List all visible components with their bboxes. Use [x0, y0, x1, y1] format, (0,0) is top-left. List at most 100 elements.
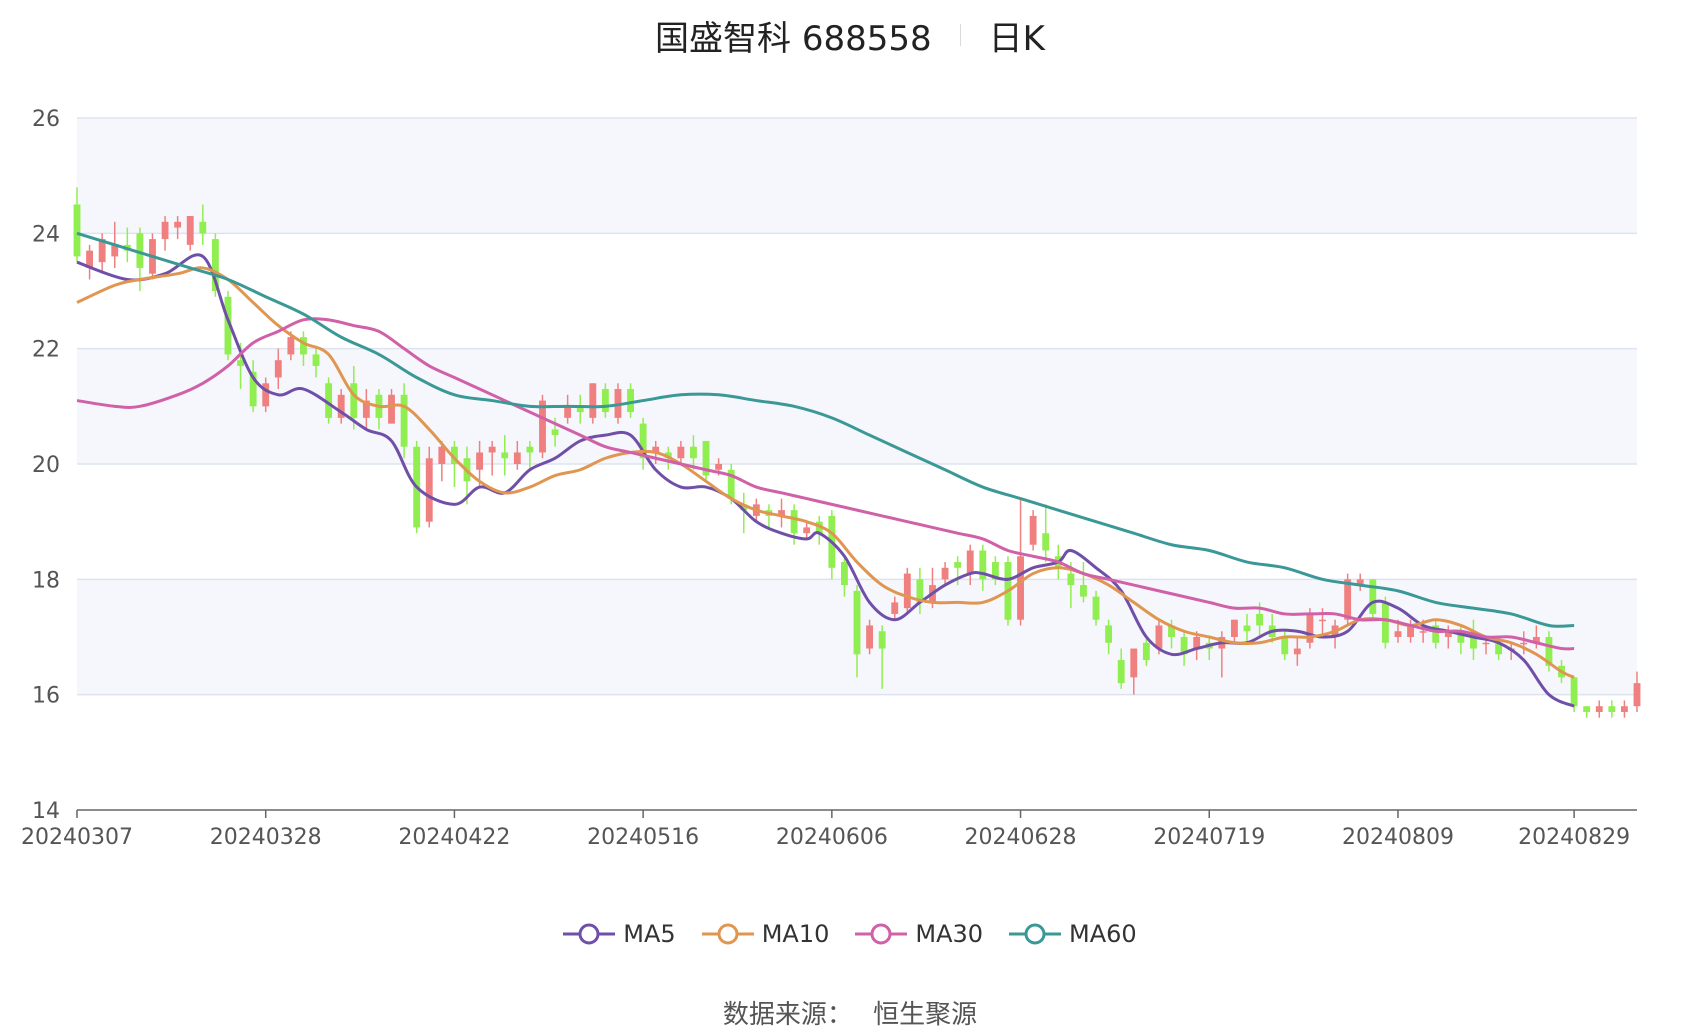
candle-body	[1620, 706, 1628, 712]
x-tick-label: 20240606	[776, 825, 888, 850]
legend-item-ma10[interactable]: MA10	[701, 920, 829, 948]
candle-body	[1168, 625, 1175, 637]
candle-body	[1344, 579, 1352, 620]
legend-label-ma30: MA30	[915, 920, 984, 948]
candle-body	[1256, 613, 1264, 626]
ma-line-ma5	[76, 253, 1575, 708]
candle-body	[400, 394, 408, 447]
candle-body	[1155, 625, 1163, 649]
chart-title: 国盛智科 688558 日K	[0, 10, 1700, 60]
candle-body	[702, 440, 710, 476]
candle-body	[249, 371, 257, 407]
candle-body	[1319, 619, 1326, 622]
candle-body	[1230, 619, 1238, 637]
candle-body	[1381, 602, 1389, 643]
candle-body	[727, 469, 735, 499]
candle-body	[199, 221, 207, 234]
candle-body	[1570, 677, 1578, 707]
candle-body	[1180, 637, 1188, 655]
candle-body	[1067, 573, 1075, 586]
x-tick-label: 20240809	[1342, 825, 1454, 850]
candle-body	[1306, 613, 1314, 643]
candle-body	[350, 383, 358, 418]
candle-body	[1583, 706, 1591, 712]
candle-body	[337, 394, 345, 418]
legend-item-ma60[interactable]: MA60	[1009, 920, 1137, 948]
legend-swatch-ma60	[1009, 923, 1062, 945]
candle-body	[564, 406, 572, 418]
candle-body	[1532, 637, 1540, 643]
candle-body	[513, 452, 521, 464]
candle-body	[1042, 533, 1050, 551]
candle-body	[1029, 515, 1037, 545]
candle-body	[1281, 637, 1289, 655]
ma-line-ma10	[76, 266, 1575, 679]
candle-body	[1080, 585, 1087, 597]
candle-body	[274, 360, 282, 378]
y-tick-label: 14	[32, 799, 60, 824]
candle-body	[425, 458, 433, 522]
y-tick-label: 26	[32, 107, 60, 132]
x-tick-label: 20240628	[965, 825, 1077, 850]
candle-body	[677, 446, 685, 459]
candle-body	[1293, 648, 1301, 655]
candle-body	[878, 631, 886, 649]
candle-body	[476, 452, 484, 470]
legend-label-ma5: MA5	[623, 920, 676, 948]
candle-body	[98, 239, 106, 263]
y-tick-label: 16	[32, 684, 60, 709]
candle-body	[1595, 706, 1603, 712]
y-tick-label: 24	[32, 222, 60, 247]
candle-body	[790, 510, 798, 534]
candle-body	[1633, 683, 1641, 707]
legend-item-ma5[interactable]: MA5	[563, 920, 676, 948]
candle-body	[1394, 631, 1402, 637]
x-tick-label: 20240516	[587, 825, 699, 850]
legend-swatch-ma5	[563, 923, 616, 945]
candle-body	[740, 504, 748, 511]
candle-body	[111, 244, 119, 257]
candle-body	[1432, 625, 1440, 643]
candle-body	[1482, 642, 1490, 645]
source-value: 恒生聚源	[873, 1000, 978, 1030]
candle-body	[1419, 631, 1427, 633]
x-tick-label: 20240719	[1153, 825, 1265, 850]
candle-body	[1356, 579, 1364, 586]
x-tick-label: 20240328	[210, 825, 322, 850]
period-label: 日K	[988, 18, 1045, 59]
candle-body	[589, 383, 597, 418]
kline-chart: 14 16 18 20 22 24 26 20240307 20240328 20240422 20…	[21, 107, 1641, 850]
candle-body	[526, 446, 534, 453]
candle-body	[891, 602, 899, 614]
candle-body	[916, 579, 924, 603]
candle-body	[1142, 642, 1150, 661]
candle-body	[1193, 637, 1201, 649]
candle-body	[664, 452, 672, 459]
candle-body	[778, 510, 785, 516]
grid-band	[77, 348, 1637, 464]
y-tick-label: 20	[32, 453, 60, 478]
candle-body	[362, 400, 370, 418]
candle-body	[325, 383, 333, 418]
candle-body	[224, 296, 232, 355]
candle-body	[1017, 556, 1024, 620]
candle-body	[136, 233, 144, 268]
candle-body	[1444, 631, 1452, 637]
candle-body	[639, 423, 647, 459]
candle-body	[450, 446, 458, 464]
candle-body	[840, 562, 848, 586]
y-tick-label: 18	[32, 568, 60, 593]
candle-body	[86, 250, 94, 268]
grid-band	[77, 118, 1637, 234]
candle-body	[941, 567, 949, 580]
candle-body	[1117, 660, 1125, 684]
candle-body	[73, 204, 81, 257]
candle-body	[601, 389, 609, 413]
candle-body	[576, 406, 584, 413]
candle-body	[1608, 706, 1616, 712]
candle-body	[1520, 642, 1528, 645]
candle-body	[237, 360, 244, 366]
legend-item-ma30[interactable]: MA30	[855, 920, 983, 948]
ma-line-ma60	[76, 231, 1575, 628]
ma-line-ma30	[76, 317, 1575, 651]
